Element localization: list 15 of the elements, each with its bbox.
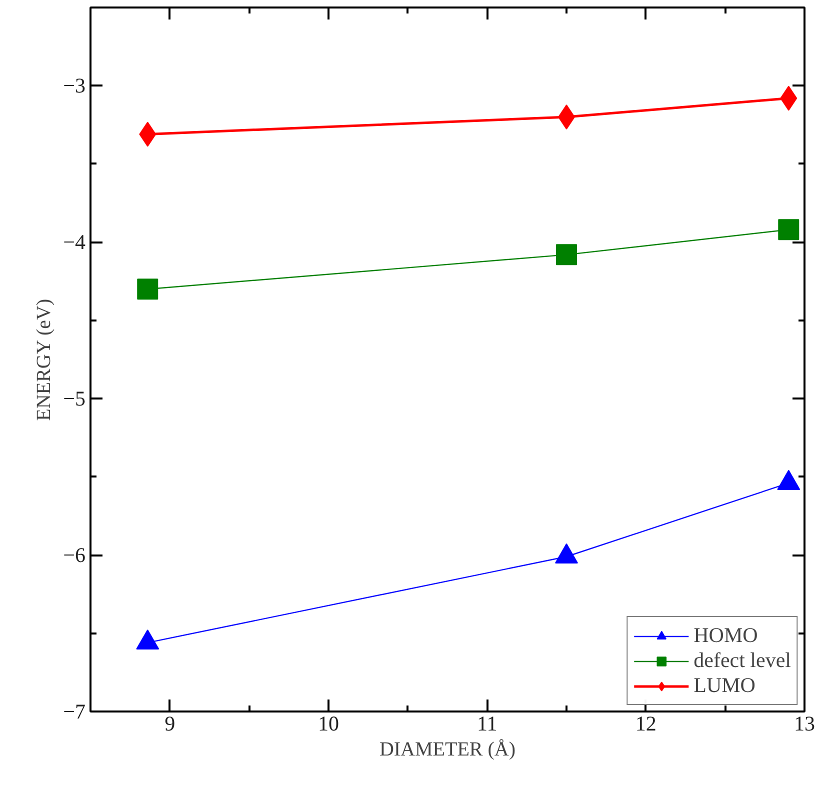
y-tick-label: −7 xyxy=(63,700,86,724)
y-tick-label: −4 xyxy=(63,230,86,254)
legend-label: defect level xyxy=(694,648,791,673)
y-tick-label: −5 xyxy=(63,386,86,411)
y-tick-label: −6 xyxy=(63,543,86,568)
x-axis-title: DIAMETER (Å) xyxy=(379,738,516,760)
x-tick-label: 10 xyxy=(318,712,339,736)
y-axis-title: ENERGY (eV) xyxy=(33,298,56,421)
x-tick-label: 9 xyxy=(164,712,176,736)
x-tick-label: 13 xyxy=(794,712,815,736)
legend-label: HOMO xyxy=(694,623,758,648)
x-tick-label: 11 xyxy=(477,712,498,736)
legend-label: LUMO xyxy=(694,673,756,698)
y-tick-label: −3 xyxy=(63,74,86,98)
x-tick-label: 12 xyxy=(635,712,656,736)
